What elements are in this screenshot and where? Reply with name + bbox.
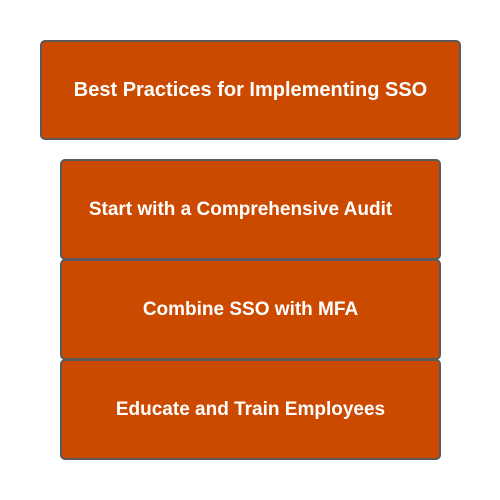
practice-box-training: Educate and Train Employees — [60, 359, 441, 460]
practice-label-mfa: Combine SSO with MFA — [142, 298, 359, 320]
practice-box-mfa: Combine SSO with MFA — [60, 259, 441, 360]
title-box: Best Practices for Implementing SSO — [40, 40, 461, 140]
practice-box-audit: Start with a Comprehensive Audit — [60, 159, 441, 260]
practice-label-training: Educate and Train Employees — [115, 398, 386, 420]
practice-label-audit: Start with a Comprehensive Audit — [88, 198, 393, 220]
title-label: Best Practices for Implementing SSO — [73, 78, 428, 101]
